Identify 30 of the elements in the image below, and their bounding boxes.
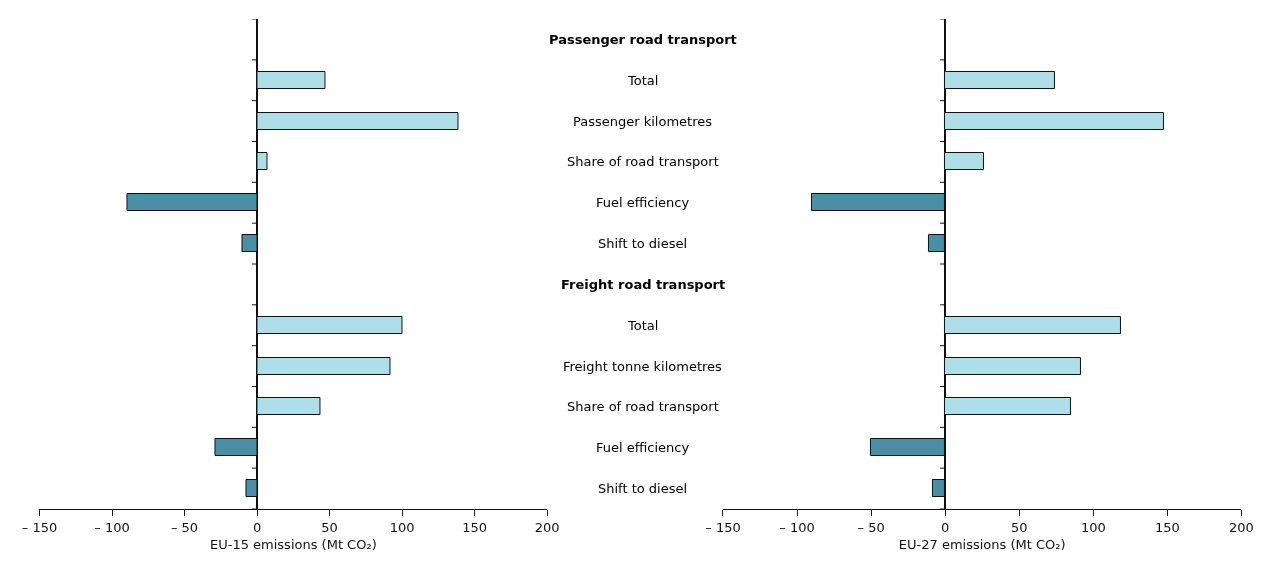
x-tick-label: 100 xyxy=(389,519,415,535)
y-tick-label: Total xyxy=(627,73,659,88)
x-tick-label: – 50 xyxy=(170,519,199,535)
y-tick-label: Passenger road transport xyxy=(549,32,737,47)
x-tick-label: 200 xyxy=(534,519,560,535)
x-tick-label: – 150 xyxy=(21,519,58,535)
y-tick-label: Freight road transport xyxy=(561,277,726,292)
x-tick-label: – 100 xyxy=(94,519,130,535)
y-tick-label: Freight tonne kilometres xyxy=(563,359,723,374)
x-tick-label: 0 xyxy=(941,519,950,535)
x-tick-label: – 50 xyxy=(857,519,885,535)
x-tick-label: – 150 xyxy=(705,519,741,535)
x-axis-title: EU-15 emissions (Mt CO₂) xyxy=(209,537,377,553)
x-tick-label: – 100 xyxy=(779,519,815,535)
y-tick-label: Shift to diesel xyxy=(598,481,688,496)
y-tick-label: Fuel efficiency xyxy=(596,440,690,455)
y-tick-label: Shift to diesel xyxy=(598,236,688,251)
x-tick-label: 0 xyxy=(252,519,262,535)
y-tick-label: Total xyxy=(627,318,659,333)
y-tick-label: Share of road transport xyxy=(567,154,719,169)
x-tick-label: 100 xyxy=(1080,519,1106,535)
x-tick-label: 150 xyxy=(462,519,488,535)
y-tick-label: Share of road transport xyxy=(567,399,719,414)
x-tick-label: 150 xyxy=(1154,519,1180,535)
x-tick-label: 200 xyxy=(1229,519,1254,535)
x-tick-label: 50 xyxy=(1010,519,1028,535)
x-axis-title: EU-27 emissions (Mt CO₂) xyxy=(898,537,1066,553)
y-tick-label: Passenger kilometres xyxy=(573,114,713,129)
x-tick-label: 50 xyxy=(321,519,338,535)
y-tick-label: Fuel efficiency xyxy=(596,195,690,210)
